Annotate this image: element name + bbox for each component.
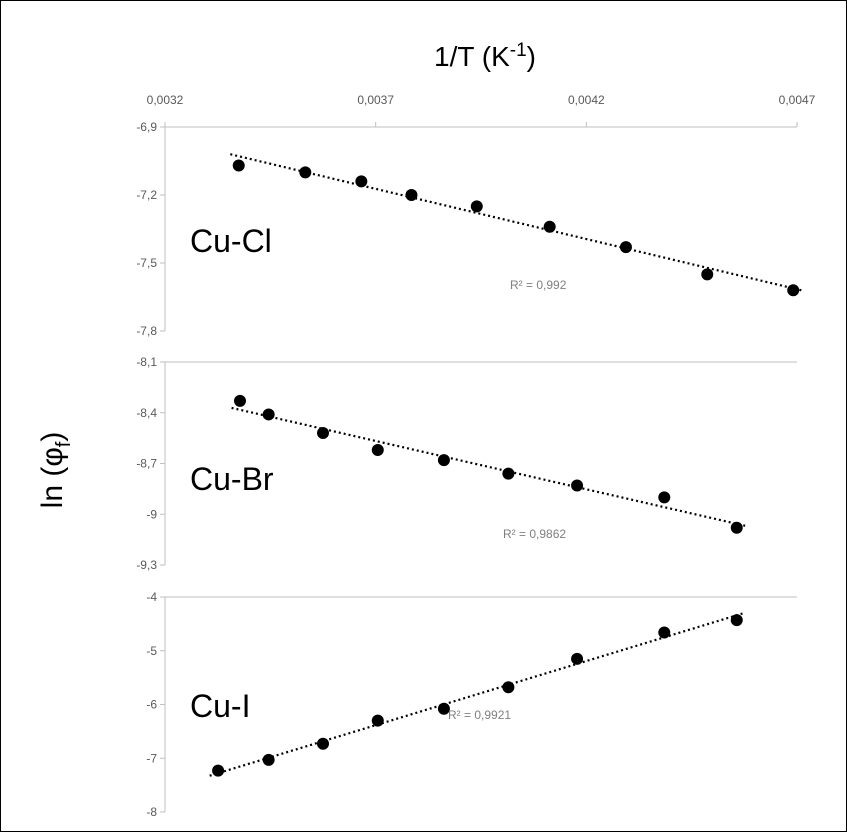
data-point [262, 408, 275, 421]
data-point [233, 394, 246, 407]
plot-area: 0,0032 0,0037 0,0042 0,0047 -6,9 -7,2 -7,5 -7,8… [136, 93, 815, 819]
data-point [571, 652, 584, 665]
data-point [571, 479, 584, 492]
data-point [658, 491, 671, 504]
x-tick-label: 0,0042 [568, 93, 605, 107]
y-tick-label: -9 [146, 507, 157, 521]
y-tick-label: -7 [146, 751, 157, 765]
panel-label: Cu-Br [190, 461, 274, 497]
data-point [658, 626, 671, 639]
y-tick-label: -4 [146, 590, 157, 604]
x-axis-title-text: 1/T (K [434, 41, 510, 72]
x-axis-title-superscript: -1 [510, 40, 527, 61]
y-tick-label: -8,7 [136, 457, 157, 471]
trendline [209, 611, 746, 777]
data-point [502, 681, 515, 694]
panel-cu-i: -4 -5 -6 -7 -8 Cu-I R² = 0,9921 [146, 590, 797, 819]
x-tick-label: 0,0037 [357, 93, 394, 107]
y-tick-label: -7,2 [136, 188, 157, 202]
data-point [212, 764, 225, 777]
y-tick-label: -9,3 [136, 558, 157, 572]
data-point [262, 753, 275, 766]
trendline [230, 153, 802, 292]
data-point [299, 166, 312, 179]
x-tick-label: 0,0047 [779, 93, 816, 107]
y-tick-label: -6 [146, 698, 157, 712]
r-squared-label: R² = 0,992 [510, 278, 567, 292]
y-axis-title-text: ln (φ [36, 447, 69, 508]
panel-label: Cu-I [190, 688, 250, 724]
y-axis-title-close: ) [36, 432, 69, 442]
r-squared-label: R² = 0,9862 [503, 527, 566, 541]
data-point [405, 189, 418, 201]
y-axis-title-subscript: f [53, 441, 75, 447]
x-axis-title-close: ) [527, 41, 536, 72]
data-point [317, 737, 329, 750]
data-point [701, 268, 714, 281]
x-tick-label: 0,0032 [147, 93, 184, 107]
data-point [543, 220, 556, 233]
y-tick-label: -5 [146, 644, 157, 658]
data-point [317, 427, 329, 440]
data-point [437, 454, 450, 467]
data-point [371, 443, 384, 456]
data-point [371, 714, 384, 727]
y-tick-label: -7,8 [136, 324, 157, 338]
data-point [232, 159, 245, 172]
r-squared-label: R² = 0,9921 [448, 708, 511, 722]
data-point [502, 467, 515, 480]
y-axis-title: ln (φf) [36, 432, 75, 509]
data-point [619, 241, 632, 254]
y-tick-label: -8,4 [136, 406, 157, 420]
y-tick-label: -6,9 [136, 120, 157, 134]
panel-cu-cl: -6,9 -7,2 -7,5 -7,8 Cu-Cl R² = 0,992 [136, 120, 802, 338]
data-point [730, 521, 743, 534]
data-point [787, 284, 800, 297]
trendline [231, 406, 746, 527]
y-tick-label: -7,5 [136, 256, 157, 270]
data-point [730, 614, 743, 627]
panel-label: Cu-Cl [190, 223, 272, 259]
y-tick-label: -8 [146, 805, 157, 819]
y-tick-label: -8,1 [136, 355, 157, 369]
data-point [437, 702, 450, 715]
x-axis-title: 1/T (K-1) [434, 40, 536, 72]
data-point [470, 200, 483, 213]
panel-cu-br: -8,1 -8,4 -8,7 -9 -9,3 Cu-Br R² = 0,9862 [136, 355, 797, 572]
data-point [355, 175, 368, 188]
